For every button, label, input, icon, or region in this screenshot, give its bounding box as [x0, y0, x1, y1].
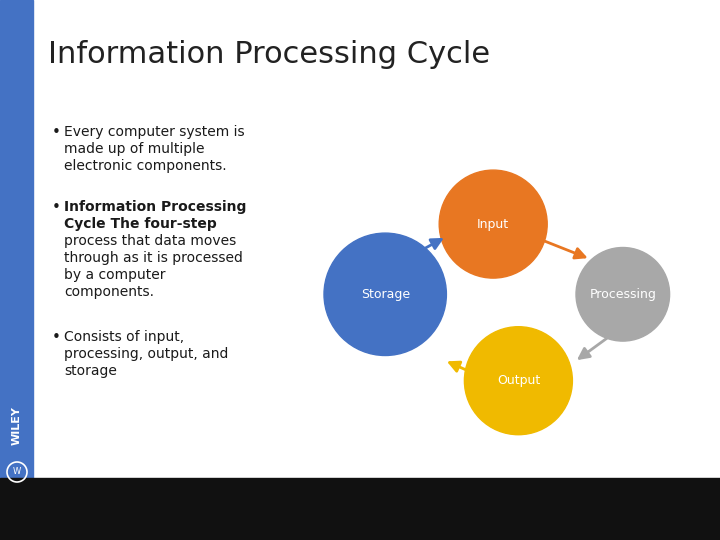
Bar	[0, 478, 720, 540]
Text: WILEY: WILEY	[12, 406, 22, 445]
Ellipse shape	[439, 170, 547, 278]
Text: processing, output, and: processing, output, and	[64, 347, 228, 361]
Text: Every computer system is: Every computer system is	[64, 125, 245, 139]
Bar	[0, 0, 33, 540]
Text: components.: components.	[64, 285, 154, 299]
Text: Output: Output	[497, 374, 540, 387]
Text: by a computer: by a computer	[64, 268, 166, 282]
Ellipse shape	[576, 247, 670, 341]
Text: W: W	[13, 468, 21, 476]
Text: •: •	[52, 200, 61, 215]
Text: Information Processing Cycle: Information Processing Cycle	[48, 40, 490, 69]
Text: Storage: Storage	[361, 288, 410, 301]
Text: Cycle The four-step: Cycle The four-step	[64, 217, 217, 231]
Text: Input: Input	[477, 218, 509, 231]
Text: •: •	[52, 330, 61, 345]
Text: electronic components.: electronic components.	[64, 159, 227, 173]
Text: through as it is processed: through as it is processed	[64, 251, 243, 265]
Text: •: •	[52, 125, 61, 140]
Text: Information Processing: Information Processing	[64, 200, 246, 214]
Text: storage: storage	[64, 364, 117, 378]
Text: Processing: Processing	[590, 288, 656, 301]
Ellipse shape	[324, 233, 446, 355]
Text: process that data moves: process that data moves	[64, 234, 236, 248]
Ellipse shape	[464, 327, 572, 435]
Text: Consists of input,: Consists of input,	[64, 330, 184, 344]
Text: made up of multiple: made up of multiple	[64, 142, 204, 156]
